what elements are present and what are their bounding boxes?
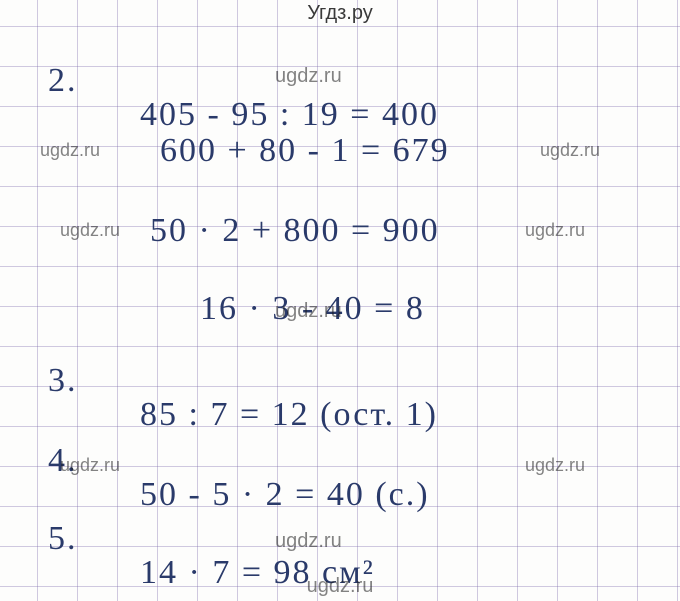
watermark: ugdz.ru bbox=[540, 140, 600, 161]
watermark: ugdz.ru bbox=[275, 300, 342, 323]
expression: 600 + 80 - 1 = 679 bbox=[160, 134, 450, 168]
watermark: ugdz.ru bbox=[275, 530, 342, 553]
problem-number: 5. bbox=[48, 522, 78, 556]
watermark: ugdz.ru bbox=[525, 220, 585, 241]
watermark: ugdz.ru bbox=[60, 220, 120, 241]
watermark: ugdz.ru bbox=[275, 65, 342, 88]
watermark-bottom: ugdz.ru bbox=[0, 575, 680, 598]
watermark: ugdz.ru bbox=[525, 455, 585, 476]
problem-number: 2. bbox=[48, 64, 78, 98]
watermark: ugdz.ru bbox=[40, 140, 100, 161]
watermark: ugdz.ru bbox=[60, 455, 120, 476]
grid-paper: Угдз.ру 2. 405 - 95 : 19 = 400 600 + 80 … bbox=[0, 0, 680, 601]
problem-number: 3. bbox=[48, 364, 78, 398]
expression: 50 · 2 + 800 = 900 bbox=[150, 214, 440, 248]
page-header: Угдз.ру bbox=[0, 2, 680, 25]
